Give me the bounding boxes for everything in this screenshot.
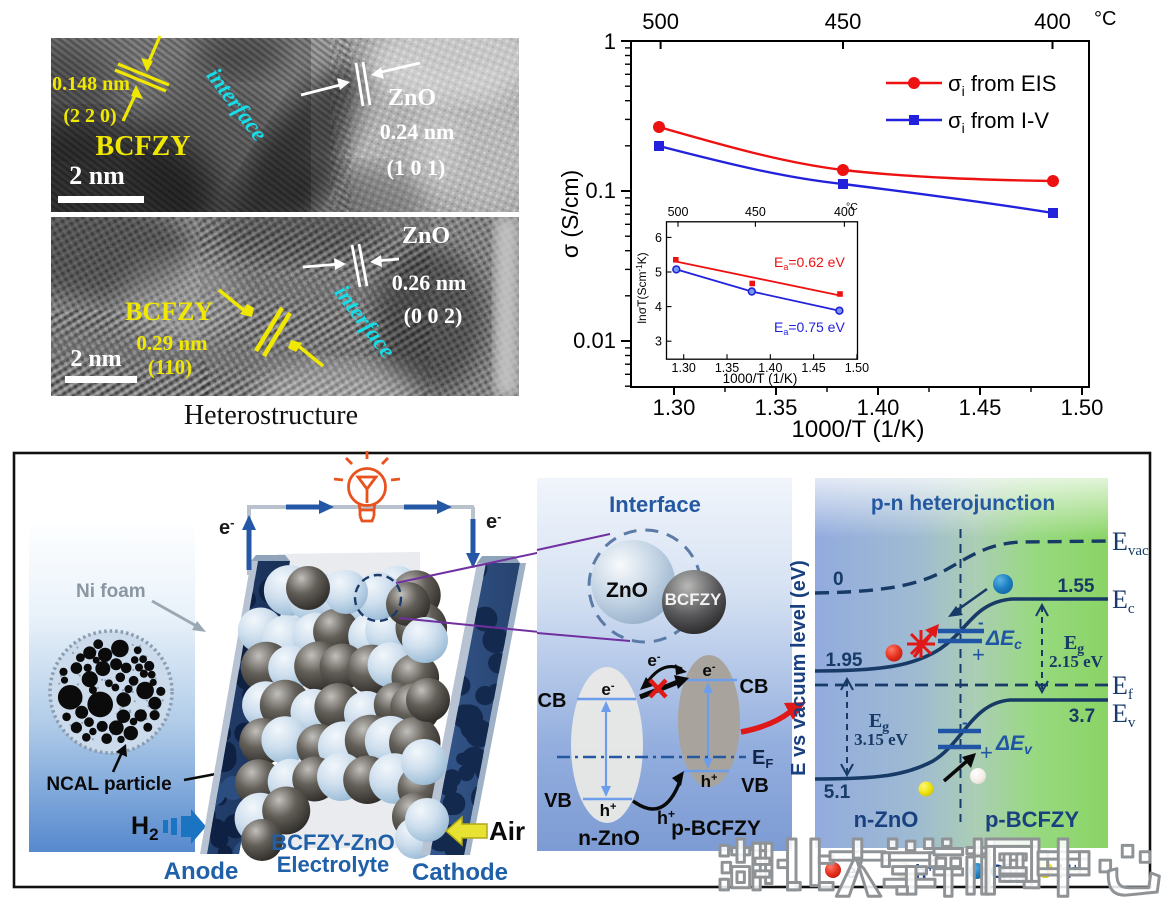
svg-text:Interface: Interface bbox=[609, 492, 701, 517]
svg-text:5.1: 5.1 bbox=[824, 782, 851, 803]
svg-text:2.15 eV: 2.15 eV bbox=[1049, 652, 1104, 671]
svg-text:3.15 eV: 3.15 eV bbox=[854, 730, 909, 749]
svg-text:n-ZnO: n-ZnO bbox=[854, 807, 919, 832]
svg-text:σi from EIS: σi from EIS bbox=[948, 71, 1056, 99]
svg-text:Ef: Ef bbox=[1112, 671, 1133, 703]
svg-text:2 nm: 2 nm bbox=[70, 346, 121, 372]
svg-text:n-ZnO: n-ZnO bbox=[578, 827, 640, 850]
svg-text:(0 0 2): (0 0 2) bbox=[404, 303, 463, 328]
svg-text:-: - bbox=[962, 713, 968, 732]
svg-text:p-BCFZY: p-BCFZY bbox=[671, 817, 761, 840]
svg-text:(110): (110) bbox=[148, 355, 192, 379]
svg-text:Electrolyte: Electrolyte bbox=[277, 852, 390, 877]
svg-text:-: - bbox=[978, 613, 984, 632]
svg-text:Cathode: Cathode bbox=[412, 859, 508, 886]
svg-text:3: 3 bbox=[655, 335, 662, 349]
svg-text:500: 500 bbox=[668, 205, 689, 219]
svg-text:0.1: 0.1 bbox=[585, 178, 616, 203]
svg-text:p-n heterojunction: p-n heterojunction bbox=[871, 492, 1055, 515]
svg-text:BCFZY: BCFZY bbox=[125, 297, 213, 326]
svg-text:1.50: 1.50 bbox=[1061, 395, 1104, 420]
svg-text:3.7: 3.7 bbox=[1069, 706, 1095, 727]
svg-text:E vs vacuum level (eV): E vs vacuum level (eV) bbox=[788, 560, 810, 776]
svg-text:4: 4 bbox=[655, 300, 662, 314]
svg-text:BCFZY-ZnO: BCFZY-ZnO bbox=[271, 830, 394, 855]
svg-text:CB: CB bbox=[740, 676, 769, 698]
svg-text:Ea=0.62 eV: Ea=0.62 eV bbox=[774, 254, 845, 272]
svg-text:Ea=0.75 eV: Ea=0.75 eV bbox=[774, 319, 845, 337]
svg-text:0.24 nm: 0.24 nm bbox=[380, 119, 455, 144]
svg-text:6: 6 bbox=[655, 231, 662, 245]
svg-text:1.30: 1.30 bbox=[672, 361, 696, 375]
svg-text:(1 0 1): (1 0 1) bbox=[387, 155, 446, 180]
svg-text:0.148 nm: 0.148 nm bbox=[52, 73, 130, 95]
svg-text:+: + bbox=[980, 740, 993, 765]
svg-text:0.01: 0.01 bbox=[573, 328, 616, 353]
svg-text:1.30: 1.30 bbox=[653, 395, 696, 420]
svg-text:0: 0 bbox=[833, 569, 844, 590]
svg-text:(2 2 0): (2 2 0) bbox=[63, 105, 116, 127]
svg-text:σi from I-V: σi from I-V bbox=[948, 108, 1049, 136]
svg-text:1.50: 1.50 bbox=[845, 361, 869, 375]
svg-text:BCFZY: BCFZY bbox=[96, 131, 191, 162]
svg-text:1.40: 1.40 bbox=[857, 395, 900, 420]
svg-text:400: 400 bbox=[1034, 9, 1071, 34]
svg-text:lnσT(Scm-1K): lnσT(Scm-1K) bbox=[635, 252, 649, 323]
svg-text:1000/T (1/K): 1000/T (1/K) bbox=[792, 416, 925, 443]
svg-text:+: + bbox=[972, 642, 985, 667]
svg-text:ZnO: ZnO bbox=[402, 223, 450, 249]
svg-text:CB: CB bbox=[538, 690, 567, 712]
svg-text:VB: VB bbox=[741, 775, 769, 797]
svg-text:NCAL particle: NCAL particle bbox=[46, 774, 171, 795]
svg-text:1.35: 1.35 bbox=[715, 361, 739, 375]
svg-text:Anode: Anode bbox=[164, 858, 239, 885]
svg-text:Ni foam: Ni foam bbox=[76, 581, 146, 602]
svg-text:450: 450 bbox=[745, 205, 766, 219]
svg-text:5: 5 bbox=[655, 266, 662, 280]
svg-text:1.45: 1.45 bbox=[801, 361, 825, 375]
svg-text:2 nm: 2 nm bbox=[69, 161, 125, 190]
svg-text:ZnO: ZnO bbox=[388, 85, 436, 111]
svg-text:VB: VB bbox=[544, 790, 572, 812]
svg-text:Air: Air bbox=[489, 816, 525, 846]
svg-text:°C: °C bbox=[1094, 8, 1116, 30]
svg-text:1.45: 1.45 bbox=[959, 395, 1002, 420]
svg-text:BCFZY: BCFZY bbox=[665, 590, 722, 609]
svg-text:σ (S/cm): σ (S/cm) bbox=[557, 170, 583, 258]
svg-text:1.35: 1.35 bbox=[755, 395, 798, 420]
svg-text:p-BCFZY: p-BCFZY bbox=[985, 807, 1079, 832]
svg-text:ZnO: ZnO bbox=[606, 579, 648, 602]
svg-text:1000/T (1/K): 1000/T (1/K) bbox=[723, 371, 798, 386]
svg-text:500: 500 bbox=[642, 9, 679, 34]
svg-text:0.29 nm: 0.29 nm bbox=[136, 331, 208, 355]
svg-text:400: 400 bbox=[834, 205, 855, 219]
svg-text:1.55: 1.55 bbox=[1058, 576, 1095, 597]
svg-text:°C: °C bbox=[846, 201, 858, 213]
svg-text:450: 450 bbox=[825, 9, 862, 34]
svg-text:1: 1 bbox=[604, 29, 616, 54]
svg-text:Heterostructure: Heterostructure bbox=[184, 400, 358, 431]
svg-text:1.95: 1.95 bbox=[826, 650, 863, 671]
svg-text:0.26 nm: 0.26 nm bbox=[392, 270, 467, 295]
svg-text:1.40: 1.40 bbox=[758, 361, 782, 375]
